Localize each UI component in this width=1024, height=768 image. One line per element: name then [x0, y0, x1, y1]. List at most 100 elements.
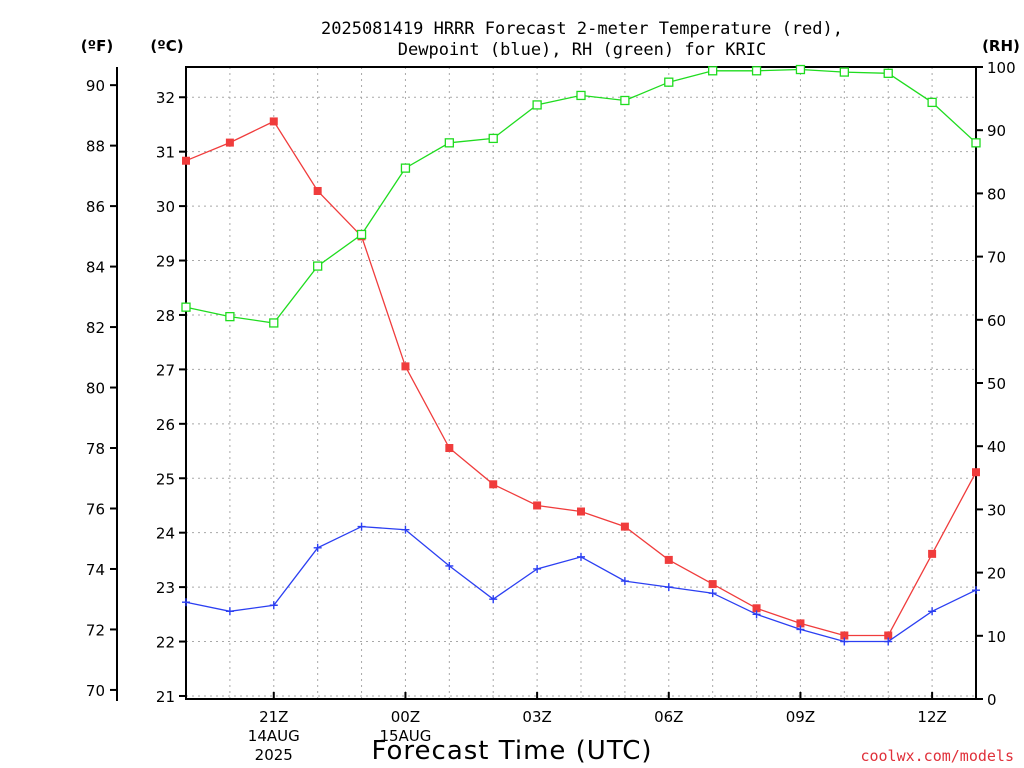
dewpoint-point [269, 601, 278, 610]
rh-point [444, 138, 454, 148]
celsius-tick-label: 25 [156, 470, 175, 488]
rh-point [576, 90, 586, 101]
x-tick-label: 00Z [391, 708, 420, 726]
temperature-point [972, 468, 980, 477]
celsius-tick-label: 26 [156, 416, 175, 434]
temperature-point [884, 631, 893, 640]
fahrenheit-tick-label: 84 [86, 259, 105, 277]
fahrenheit-tick-label: 88 [86, 138, 105, 156]
dewpoint-point [401, 525, 410, 534]
fahrenheit-tick-label: 78 [86, 440, 105, 458]
fahrenheit-tick-label: 72 [86, 621, 105, 639]
celsius-tick-label: 23 [156, 579, 175, 597]
celsius-tick-label: 32 [156, 89, 175, 107]
rh-tick-label: 60 [987, 312, 1006, 330]
rh-tick-label: 50 [987, 375, 1006, 393]
rh-point [356, 229, 367, 240]
rh-tick-label: 80 [987, 185, 1006, 203]
celsius-unit-label: (ºC) [150, 37, 183, 55]
dewpoint-point [884, 637, 893, 646]
rh-point [488, 133, 498, 144]
rh-point [883, 68, 893, 78]
dewpoint-point [840, 637, 849, 646]
rh-tick-label: 40 [987, 438, 1006, 456]
dewpoint-point [752, 610, 761, 619]
fahrenheit-tick-label: 74 [86, 561, 105, 579]
celsius-tick-label: 31 [156, 144, 175, 162]
fahrenheit-tick-label: 76 [86, 500, 105, 518]
dewpoint-point [313, 543, 322, 552]
rh-point [532, 100, 542, 110]
rh-point [971, 138, 981, 148]
series [181, 64, 981, 646]
rh-point [400, 163, 411, 173]
source-credit: coolwx.com/models [860, 747, 1014, 765]
rh-point [927, 97, 937, 108]
rh-tick-label: 90 [987, 122, 1006, 140]
x-tick-label: 12Z [917, 708, 946, 726]
dewpoint-point [796, 625, 805, 634]
celsius-tick-label: 27 [156, 361, 175, 379]
rh-point [708, 66, 718, 76]
x-tick-label: 06Z [654, 708, 683, 726]
celsius-tick-label: 24 [156, 525, 175, 543]
rh-tick-label: 100 [987, 59, 1016, 77]
celsius-tick-label: 28 [156, 307, 175, 325]
rh-unit-label: (RH) [982, 37, 1020, 55]
x-tick-label: 03Z [522, 708, 551, 726]
fahrenheit-unit-label: (ºF) [81, 37, 113, 55]
fahrenheit-tick-label: 82 [86, 319, 105, 337]
temperature-point [664, 555, 673, 564]
rh-point [664, 77, 674, 87]
fahrenheit-tick-label: 70 [86, 682, 105, 700]
dewpoint-point [533, 564, 542, 573]
temperature-point [401, 362, 410, 371]
rh-tick-label: 0 [987, 691, 997, 709]
dewpoint-point [928, 607, 937, 616]
dewpoint-point [664, 583, 673, 592]
temperature-point [620, 522, 629, 531]
fahrenheit-tick-label: 86 [86, 198, 105, 216]
rh-tick-label: 70 [987, 249, 1006, 267]
temperature-point [489, 480, 498, 489]
dewpoint-point [620, 577, 629, 586]
x-tick-label: 09Z [786, 708, 815, 726]
rh-point [839, 67, 849, 77]
celsius-tick-label: 30 [156, 198, 175, 216]
dewpoint-point [182, 598, 190, 607]
celsius-tick-label: 29 [156, 253, 175, 271]
dewpoint-point [972, 586, 980, 595]
temperature-point [182, 156, 190, 165]
fahrenheit-tick-label: 80 [86, 380, 105, 398]
axes: 70 72 74 76 78 80 82 84 86 88 90 21 22 23 24 25 26 27 28 29… [86, 59, 1016, 764]
dewpoint-point [445, 561, 454, 570]
temperature-point [225, 138, 234, 147]
rh-point [795, 64, 806, 75]
temperature-point [752, 604, 761, 613]
dewpoint-point [489, 595, 498, 604]
rh-point [620, 95, 630, 106]
temperature-point [313, 186, 322, 195]
x-tick-label: 2025 [255, 746, 293, 764]
temperature-point [269, 117, 278, 126]
dewpoint-point [357, 522, 366, 531]
temperature-point [577, 507, 585, 516]
chart-title-line-2: Dewpoint (blue), RH (green) for KRIC [398, 40, 766, 60]
rh-point [269, 318, 279, 328]
rh-point [181, 302, 191, 312]
x-axis-title: Forecast Time (UTC) [371, 736, 652, 766]
chart-title-line-1: 2025081419 HRRR Forecast 2-meter Tempera… [321, 19, 843, 39]
rh-tick-label: 10 [987, 628, 1006, 646]
x-tick-label: 21Z [259, 708, 288, 726]
rh-point [225, 311, 235, 322]
grid [186, 67, 976, 699]
dewpoint-point [708, 589, 717, 598]
x-tick-label: 14AUG [248, 727, 300, 745]
temperature-point [708, 580, 717, 589]
temperature-point [928, 549, 937, 558]
dewpoint-point [577, 552, 585, 561]
x-tick-label: 15AUG [379, 727, 431, 745]
plot-frame [185, 66, 977, 700]
celsius-tick-label: 22 [156, 634, 175, 652]
